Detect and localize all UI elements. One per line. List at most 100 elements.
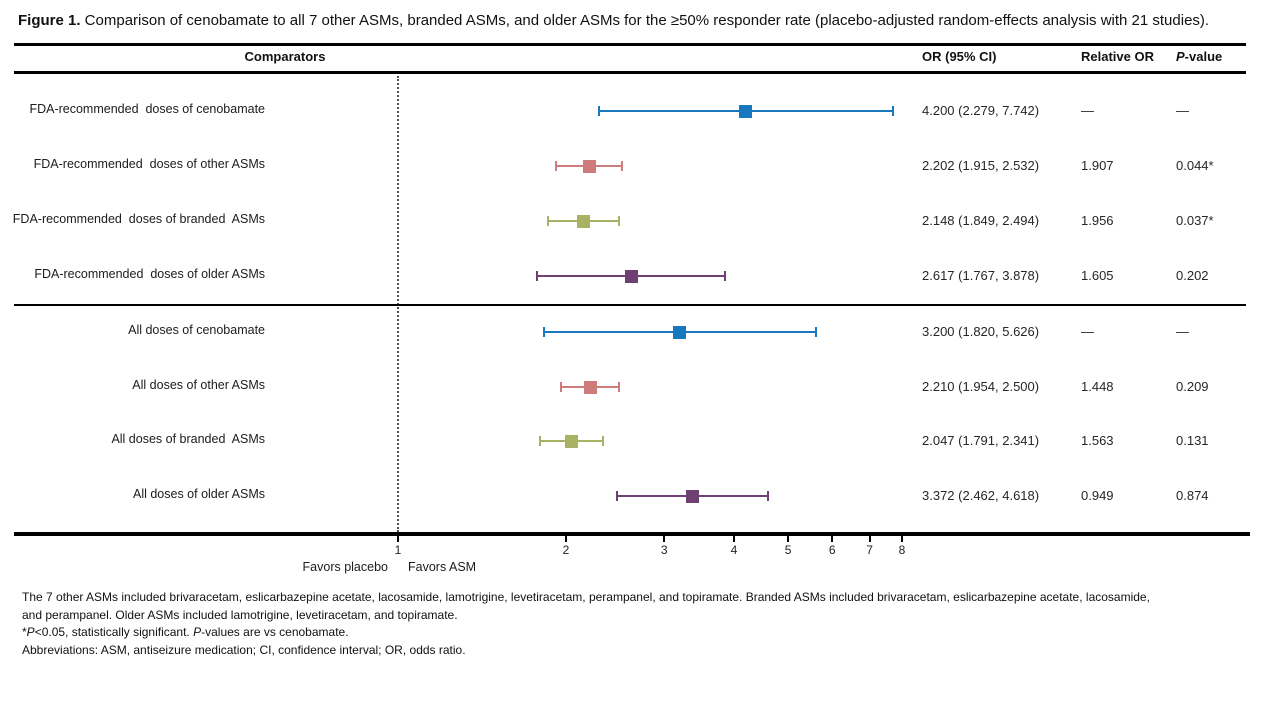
- axis-tick: [787, 536, 790, 542]
- ci-cap-right: [766, 491, 769, 501]
- figure-title-text: Comparison of cenobamate to all 7 other …: [80, 12, 1210, 29]
- ci-cap-right: [724, 271, 727, 281]
- figure-number-label: Figure 1.: [18, 12, 81, 29]
- figure-title: Figure 1. Comparison of cenobamate to al…: [18, 12, 1209, 29]
- or-ci-value: 2.148 (1.849, 2.494): [922, 213, 1040, 228]
- axis-tick: [397, 536, 399, 542]
- or-marker: [624, 269, 638, 283]
- or-ci-value: 2.047 (1.791, 2.341): [922, 433, 1040, 448]
- or-ci-value: 4.200 (2.279, 7.742): [922, 103, 1040, 118]
- axis-tick-label: 3: [660, 543, 668, 557]
- ci-cap-right: [618, 382, 621, 392]
- or-marker: [583, 380, 597, 394]
- group-separator-rule: [14, 304, 1246, 306]
- or-marker: [582, 159, 596, 173]
- footnote-line: and perampanel. Older ASMs included lamo…: [22, 607, 1150, 625]
- ci-cap-right: [892, 106, 895, 116]
- header-top-rule: [14, 43, 1246, 46]
- footnote-line: The 7 other ASMs included brivaracetam, …: [22, 589, 1150, 607]
- or-ci-value: 2.210 (1.954, 2.500): [922, 379, 1040, 394]
- or-marker: [576, 214, 590, 228]
- comparator-label: All doses of older ASMs: [132, 487, 265, 501]
- p-value-italic-p: P: [1176, 49, 1185, 64]
- ci-cap-left: [555, 161, 558, 171]
- ci-cap-left: [597, 106, 600, 116]
- x-axis-line: [14, 532, 1250, 536]
- p-value: —: [1176, 103, 1189, 118]
- or-marker: [739, 104, 753, 118]
- ci-cap-left: [543, 327, 546, 337]
- or-ci-value: 3.200 (1.820, 5.626): [922, 324, 1040, 339]
- footnote-line: Abbreviations: ASM, antiseizure medicati…: [22, 642, 1150, 660]
- comparator-label: FDA-recommended doses of cenobamate: [29, 102, 265, 116]
- footnote-text: <0.05, statistically significant.: [34, 625, 194, 639]
- footnote-line: *P<0.05, statistically significant. P-va…: [22, 624, 1150, 642]
- axis-tick-label: 5: [784, 543, 792, 557]
- ci-cap-left: [546, 216, 549, 226]
- axis-tick-label: 2: [562, 543, 570, 557]
- axis-tick: [663, 536, 666, 542]
- p-value: 0.209: [1176, 379, 1209, 394]
- or-ci-value: 2.202 (1.915, 2.532): [922, 158, 1040, 173]
- axis-tick-label: 8: [898, 543, 906, 557]
- footnote-text: *: [22, 625, 27, 639]
- relative-or-value: —: [1081, 324, 1094, 339]
- column-header-p-value: P-value: [1176, 49, 1222, 64]
- relative-or-value: 0.949: [1081, 488, 1114, 503]
- comparator-label: FDA-recommended doses of other ASMs: [33, 157, 265, 171]
- column-header-comparators: Comparators: [244, 49, 326, 64]
- relative-or-value: 1.605: [1081, 268, 1114, 283]
- ci-cap-right: [602, 436, 605, 446]
- p-value: 0.131: [1176, 433, 1209, 448]
- ci-cap-right: [621, 161, 624, 171]
- or-marker: [673, 325, 687, 339]
- favors-placebo-label: Favors placebo: [302, 560, 388, 574]
- ci-cap-right: [814, 327, 817, 337]
- axis-tick-label: 4: [730, 543, 738, 557]
- p-value: 0.037*: [1176, 213, 1214, 228]
- comparator-label: FDA-recommended doses of older ASMs: [34, 267, 265, 281]
- or-ci-value: 3.372 (2.462, 4.618): [922, 488, 1040, 503]
- p-value: 0.044*: [1176, 158, 1214, 173]
- footnote-text: Abbreviations: ASM, antiseizure medicati…: [22, 642, 466, 657]
- axis-tick: [565, 536, 567, 542]
- relative-or-value: 1.448: [1081, 379, 1114, 394]
- axis-tick: [868, 536, 871, 542]
- footnote-text: -values are vs cenobamate.: [201, 625, 349, 639]
- ci-cap-left: [616, 491, 619, 501]
- relative-or-value: —: [1081, 103, 1094, 118]
- p-value-rest: -value: [1184, 49, 1223, 64]
- comparator-label: All doses of branded ASMs: [111, 432, 265, 446]
- relative-or-value: 1.563: [1081, 433, 1114, 448]
- or-ci-value: 2.617 (1.767, 3.878): [922, 268, 1040, 283]
- ci-cap-left: [535, 271, 538, 281]
- footnote-italic-p: P: [193, 625, 202, 639]
- comparator-label: FDA-recommended doses of branded ASMs: [12, 212, 265, 226]
- comparator-label: All doses of cenobamate: [128, 323, 265, 337]
- axis-tick-label: 1: [394, 543, 402, 557]
- p-value: —: [1176, 324, 1189, 339]
- axis-tick-label: 7: [866, 543, 873, 557]
- or-marker: [565, 434, 579, 448]
- axis-tick-label: 6: [828, 543, 836, 557]
- footnote-text: and perampanel. Older ASMs included lamo…: [22, 607, 458, 622]
- p-value: 0.874: [1176, 488, 1209, 503]
- relative-or-value: 1.956: [1081, 213, 1114, 228]
- axis-tick: [831, 536, 834, 542]
- ci-cap-left: [539, 436, 542, 446]
- axis-tick: [901, 536, 903, 542]
- ci-cap-right: [617, 216, 620, 226]
- favors-asm-label: Favors ASM: [408, 560, 477, 574]
- footnote-text: The 7 other ASMs included brivaracetam, …: [22, 590, 1150, 604]
- ci-cap-left: [560, 382, 563, 392]
- footnotes-block: The 7 other ASMs included brivaracetam, …: [22, 589, 1150, 659]
- column-header-or-ci: OR (95% CI): [922, 49, 997, 64]
- p-value: 0.202: [1176, 268, 1209, 283]
- axis-tick: [733, 536, 735, 542]
- footnote-italic-p: P: [26, 625, 35, 639]
- header-bottom-rule: [14, 71, 1246, 74]
- relative-or-value: 1.907: [1081, 158, 1114, 173]
- comparator-label: All doses of other ASMs: [132, 378, 265, 392]
- or-marker: [686, 489, 700, 503]
